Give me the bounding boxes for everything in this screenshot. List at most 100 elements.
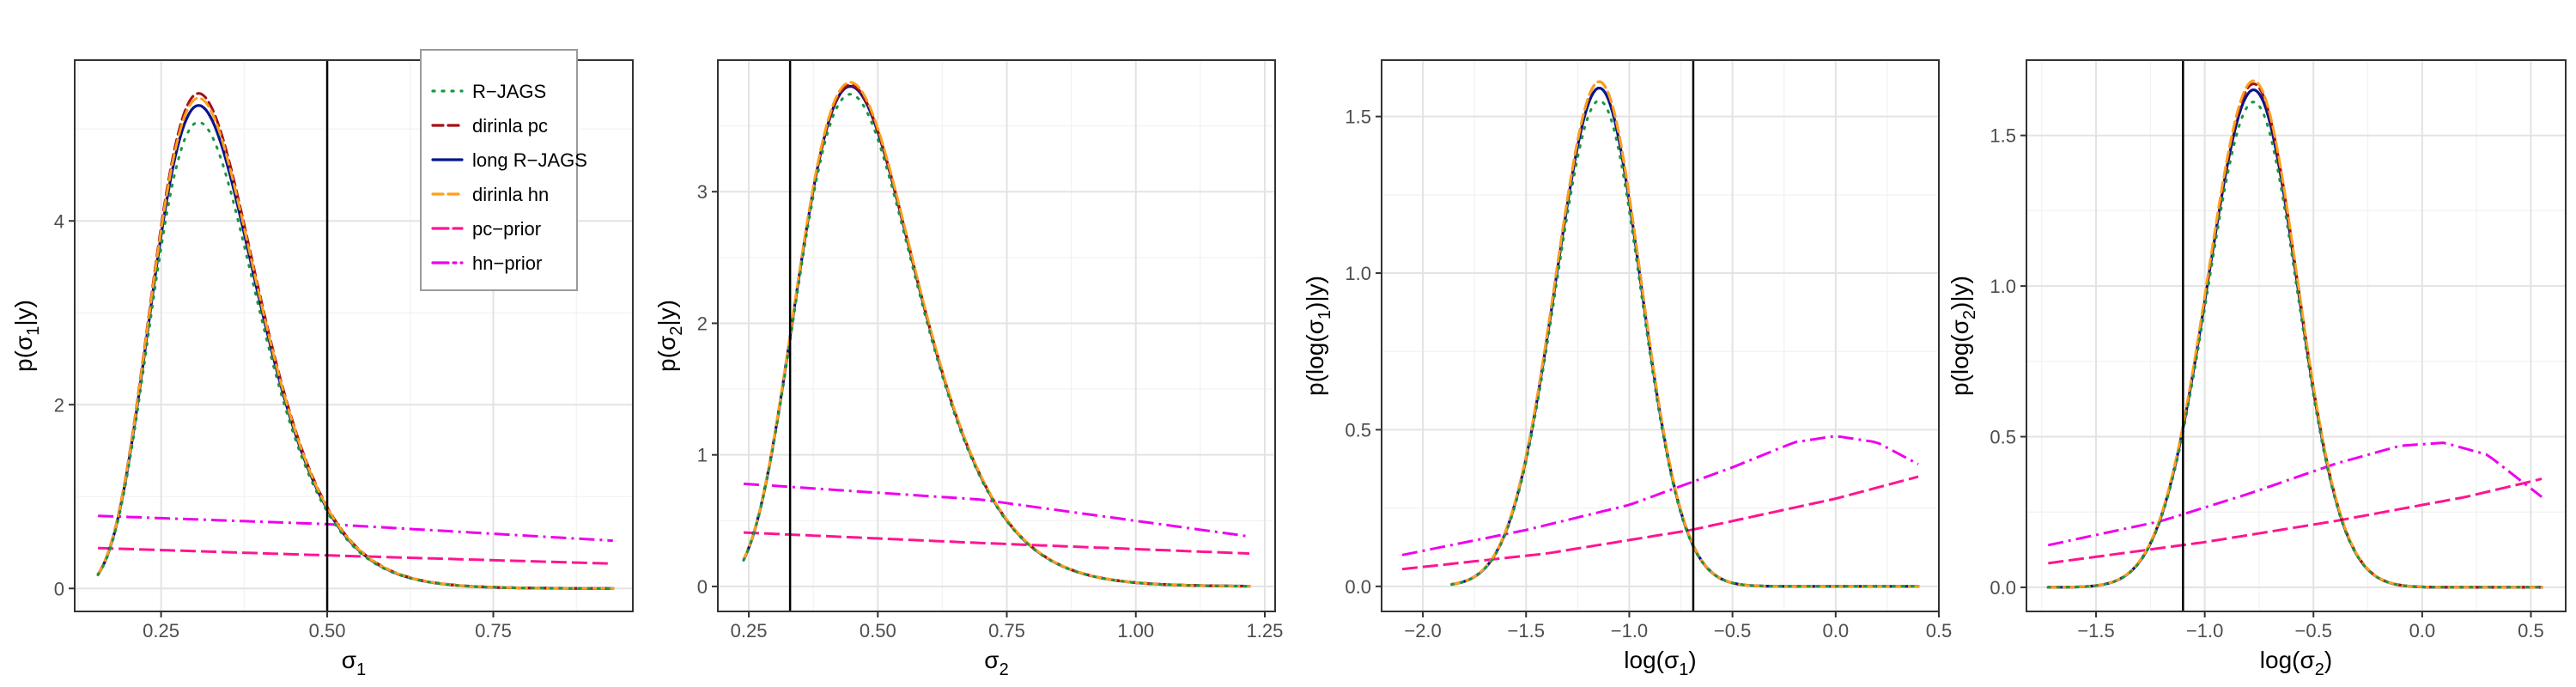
y-tick-label: 3 bbox=[697, 181, 708, 203]
series-pc-prior bbox=[743, 531, 1250, 556]
y-axis-title-main: p(σ bbox=[10, 336, 37, 372]
panel-border bbox=[1381, 59, 1940, 612]
series-dirinla pc bbox=[742, 83, 1251, 588]
x-tick-label: −1.5 bbox=[1508, 620, 1545, 641]
legend-label: dirinla hn bbox=[472, 184, 549, 205]
y-axis-title: p(σ2|y) bbox=[653, 300, 686, 372]
panel-4: −1.5 −1.0 −0.5 0.0 0.50.00.51.01.5log(σ2)p(l… bbox=[1947, 59, 2567, 679]
legend-entry: hn−prior bbox=[431, 252, 542, 274]
panel-3: −2.0 −1.5 −1.0 −0.5 0.0 0.50.00.51.01.5log(σ1… bbox=[1302, 59, 1952, 679]
series-pc-prior bbox=[2048, 477, 2543, 565]
panel-border bbox=[74, 59, 634, 612]
x-tick-label: 0.0 bbox=[1823, 620, 1850, 641]
x-axis-title: log(σ2) bbox=[2260, 647, 2332, 679]
legend-label: R−JAGS bbox=[472, 81, 546, 102]
y-tick-label: 0 bbox=[697, 576, 708, 598]
y-axis-title: p(log(σ2)|y) bbox=[1947, 276, 1979, 396]
legend-entry: long R−JAGS bbox=[431, 149, 587, 171]
x-axis-title-sub: 1 bbox=[356, 660, 366, 679]
panel-border bbox=[717, 59, 1276, 612]
x-tick-label: 1.00 bbox=[1117, 620, 1154, 641]
legend-label: long R−JAGS bbox=[472, 149, 587, 171]
series-pc-prior bbox=[1401, 475, 1919, 571]
y-tick-label: 0.0 bbox=[1345, 576, 1371, 598]
y-axis-title-main: p(log(σ bbox=[1947, 319, 1973, 396]
x-tick-label: 0.5 bbox=[2518, 620, 2544, 641]
y-tick-label: 1 bbox=[697, 445, 708, 466]
x-tick-label: 0.0 bbox=[2409, 620, 2436, 641]
series-hn-prior bbox=[2047, 441, 2543, 547]
y-tick-label: 0.5 bbox=[1990, 427, 2016, 448]
plot-area bbox=[2026, 60, 2566, 611]
y-axis-title-end: )|y) bbox=[1302, 276, 1328, 310]
x-axis-title-main: log(σ bbox=[1624, 647, 1679, 673]
legend-entry: dirinla pc bbox=[431, 115, 548, 137]
x-axis-title-sub: 2 bbox=[2315, 660, 2324, 679]
series-dirinla hn bbox=[742, 81, 1251, 588]
series-hn-prior bbox=[1401, 435, 1919, 556]
y-axis-title: p(σ1|y) bbox=[10, 300, 43, 372]
x-axis-title-main: log(σ bbox=[2260, 647, 2315, 673]
x-tick-label: −2.0 bbox=[1404, 620, 1441, 641]
series-hn-prior bbox=[98, 514, 613, 543]
y-axis-title-end: )|y) bbox=[1947, 276, 1973, 310]
y-tick-label: 2 bbox=[697, 313, 708, 334]
y-tick-label: 0.0 bbox=[1990, 577, 2016, 599]
x-tick-label: 0.50 bbox=[860, 620, 896, 641]
series-R-JAGS bbox=[2046, 100, 2543, 589]
panel-border bbox=[2026, 59, 2567, 612]
x-axis-title: σ1 bbox=[342, 647, 366, 679]
x-axis-title-sub: 2 bbox=[999, 660, 1009, 679]
legend-label: dirinla pc bbox=[472, 115, 548, 137]
y-axis-title-sub: 1 bbox=[1315, 310, 1334, 319]
x-axis-title-sub: 1 bbox=[1679, 660, 1688, 679]
series-R-JAGS bbox=[742, 93, 1251, 588]
y-axis-title-sub: 2 bbox=[667, 326, 686, 336]
x-axis-title: σ2 bbox=[984, 647, 1008, 679]
legend-entry: R−JAGS bbox=[431, 81, 546, 102]
x-axis-title-end: ) bbox=[2324, 647, 2332, 673]
plot-area bbox=[718, 60, 1275, 611]
y-tick-label: 1.5 bbox=[1990, 125, 2016, 147]
x-axis-title-main: σ bbox=[984, 647, 999, 673]
legend-box bbox=[420, 49, 578, 291]
legend: R−JAGS dirinla pc long R−JAGS dirinla hn pc−… bbox=[420, 49, 587, 291]
y-tick-label: 1.0 bbox=[1345, 263, 1371, 284]
series-R-JAGS bbox=[1450, 99, 1920, 588]
x-tick-label: 0.75 bbox=[988, 620, 1025, 641]
y-axis-title-sub: 1 bbox=[24, 326, 43, 336]
legend-label: hn−prior bbox=[472, 252, 542, 274]
y-tick-label: 0.5 bbox=[1345, 419, 1371, 441]
legend-label: pc−prior bbox=[472, 218, 541, 240]
x-axis-title-main: σ bbox=[342, 647, 356, 673]
x-tick-label: 0.25 bbox=[731, 620, 768, 641]
x-tick-label: 0.50 bbox=[309, 620, 346, 641]
series-dirinla hn bbox=[96, 96, 615, 590]
x-tick-label: 1.25 bbox=[1247, 620, 1284, 641]
y-axis-title-sub: 2 bbox=[1960, 310, 1979, 319]
y-axis-title: p(log(σ1)|y) bbox=[1302, 276, 1334, 396]
series-dirinla hn bbox=[1450, 80, 1920, 588]
series-pc-prior bbox=[98, 546, 613, 565]
x-tick-label: 0.75 bbox=[475, 620, 512, 641]
x-tick-label: 0.25 bbox=[143, 620, 179, 641]
y-tick-label: 0 bbox=[54, 578, 64, 599]
x-tick-label: −1.5 bbox=[2077, 620, 2114, 641]
x-tick-label: −1.0 bbox=[1611, 620, 1648, 641]
x-axis-title: log(σ1) bbox=[1624, 647, 1696, 679]
x-tick-label: −0.5 bbox=[2295, 620, 2332, 641]
legend-entry: dirinla hn bbox=[431, 184, 549, 205]
y-axis-title-main: p(σ bbox=[653, 336, 680, 372]
x-tick-label: −0.5 bbox=[1714, 620, 1751, 641]
x-tick-label: −1.0 bbox=[2186, 620, 2223, 641]
y-axis-title-main: p(log(σ bbox=[1302, 319, 1328, 396]
legend-entry: pc−prior bbox=[431, 218, 541, 240]
y-axis-title-end: |y) bbox=[653, 300, 680, 326]
y-tick-label: 1.0 bbox=[1990, 276, 2016, 297]
series-R-JAGS bbox=[96, 120, 615, 590]
y-tick-label: 2 bbox=[54, 394, 64, 416]
plot-area bbox=[1382, 60, 1939, 611]
y-axis-title-end: |y) bbox=[10, 300, 37, 326]
